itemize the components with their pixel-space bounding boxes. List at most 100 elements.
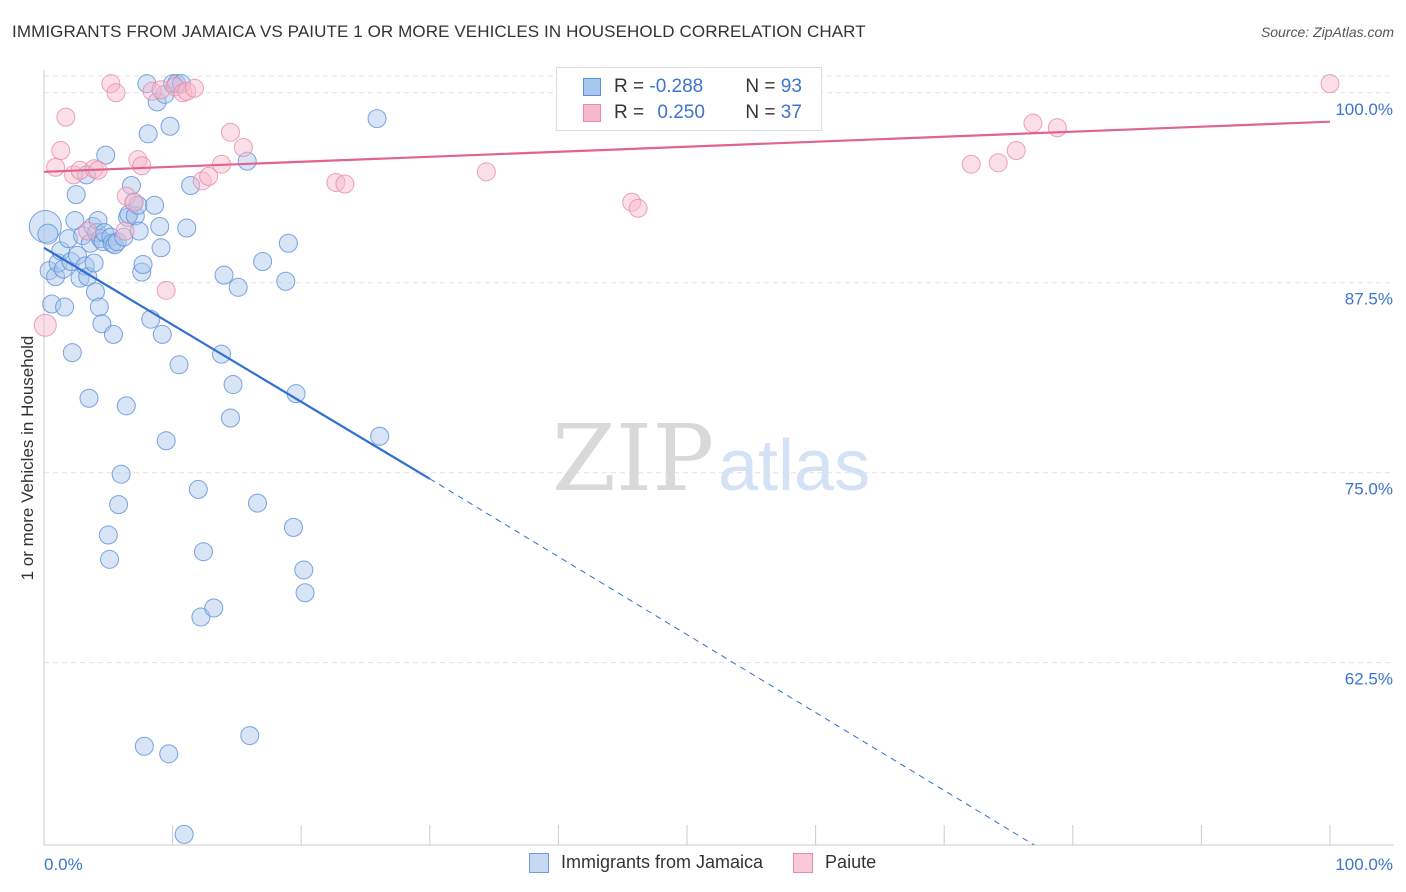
stats-legend-row-paiute: R = 0.250 N = 37	[583, 101, 802, 125]
stats-legend: R = -0.288 N = 93 R = 0.250 N = 37	[556, 67, 822, 131]
jamaica-point	[214, 265, 234, 285]
legend-label-jamaica: Immigrants from Jamaica	[561, 852, 764, 872]
paiute-point	[199, 166, 219, 186]
paiute-point	[961, 154, 981, 174]
jamaica-point	[367, 109, 387, 129]
jamaica-point	[169, 355, 189, 375]
r-label: R =	[614, 102, 650, 123]
paiute-point	[220, 122, 240, 142]
jamaica-point	[191, 607, 211, 627]
jamaica-point	[160, 116, 180, 136]
legend-label-paiute: Paiute	[825, 852, 877, 872]
jamaica-point	[116, 396, 136, 416]
paiute-point	[1006, 141, 1026, 161]
legend-item-jamaica[interactable]: Immigrants from Jamaica	[529, 852, 763, 873]
trend-lines	[43, 120, 1331, 846]
y-tick-label: 75.0%	[1345, 480, 1393, 499]
jamaica-point	[62, 343, 82, 363]
jamaica-point	[240, 726, 260, 746]
y-tick-label: 62.5%	[1345, 670, 1393, 689]
jamaica-point	[134, 736, 154, 756]
jamaica-point	[181, 175, 201, 195]
jamaica-point	[37, 223, 59, 245]
paiute-point	[115, 221, 135, 241]
series-legend: Immigrants from Jamaica Paiute	[529, 852, 906, 873]
jamaica-point	[253, 251, 273, 271]
tick-labels: 100.0% 87.5% 75.0% 62.5% 0.0% 100.0%	[44, 100, 1393, 874]
paiute-point	[233, 138, 253, 157]
jamaica-point	[247, 493, 267, 513]
jamaica-point	[145, 195, 165, 215]
watermark-zip: ZIP	[552, 405, 714, 512]
r-value-paiute: 0.250	[657, 102, 705, 123]
jamaica-point	[370, 426, 390, 446]
paiute-point	[1023, 113, 1043, 133]
paiute-point	[628, 198, 648, 218]
x-tick-label: 100.0%	[1335, 855, 1393, 874]
jamaica-point	[278, 233, 298, 253]
jamaica-point	[156, 431, 176, 451]
jamaica-point	[159, 744, 179, 764]
n-label: N =	[745, 102, 781, 123]
jamaica-point	[204, 598, 224, 618]
jamaica-point	[103, 324, 123, 344]
jamaica-point	[133, 255, 153, 275]
paiute-point	[106, 83, 126, 103]
jamaica-point	[55, 297, 75, 317]
jamaica-point	[228, 277, 248, 297]
jamaica-point	[121, 175, 141, 195]
jamaica-point	[132, 262, 152, 282]
paiute-point	[101, 74, 121, 94]
paiute-point	[476, 162, 496, 182]
jamaica-point	[177, 218, 197, 238]
jamaica-point	[88, 210, 108, 230]
jamaica-point	[295, 583, 315, 603]
jamaica-legend-swatch	[529, 852, 549, 873]
paiute-point	[33, 313, 57, 337]
paiute-point	[1320, 74, 1340, 94]
jamaica-point	[283, 517, 303, 537]
jamaica-point	[89, 297, 109, 317]
jamaica-point	[152, 324, 172, 344]
paiute-point	[335, 174, 355, 194]
jamaica-point	[276, 271, 296, 291]
jamaica-point	[223, 375, 243, 395]
n-value-paiute: 37	[780, 102, 802, 123]
paiute-point	[116, 186, 136, 206]
jamaica-point	[42, 294, 62, 314]
paiute-point	[46, 157, 66, 177]
jamaica-point	[65, 210, 85, 230]
legend-item-paiute[interactable]: Paiute	[793, 852, 876, 873]
paiute-point	[177, 81, 197, 101]
watermark: ZIP atlas	[552, 405, 870, 512]
jamaica-trend-line-extension	[429, 478, 1035, 846]
jamaica-point	[151, 238, 171, 258]
jamaica-point	[193, 542, 213, 562]
n-label: N =	[745, 76, 781, 97]
paiute-point	[151, 80, 171, 100]
paiute-point	[184, 78, 204, 98]
source-note: Source: ZipAtlas.com	[1260, 24, 1394, 40]
paiute-point	[51, 141, 71, 161]
paiute-point	[1047, 118, 1067, 138]
paiute-point	[156, 280, 176, 300]
jamaica-point	[85, 282, 105, 302]
jamaica-point	[174, 824, 194, 844]
jamaica-point	[188, 479, 208, 499]
jamaica-trend-line	[43, 246, 431, 480]
jamaica-point	[58, 229, 78, 249]
jamaica-point	[150, 217, 170, 237]
jamaica-point	[79, 388, 99, 408]
jamaica-point	[111, 464, 131, 484]
paiute-point	[124, 192, 144, 212]
paiute-point	[78, 221, 98, 241]
data-points	[28, 74, 1340, 844]
paiute-trend-line	[43, 120, 1331, 173]
paiute-point	[56, 107, 76, 127]
jamaica-point	[147, 92, 167, 112]
jamaica-point	[129, 221, 149, 241]
y-tick-label: 87.5%	[1345, 290, 1393, 309]
paiute-point	[132, 156, 152, 176]
jamaica-point	[294, 560, 314, 580]
